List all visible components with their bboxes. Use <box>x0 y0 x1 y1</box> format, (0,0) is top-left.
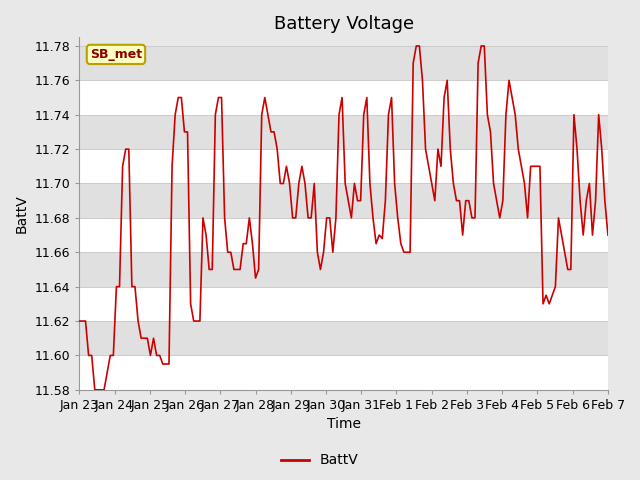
Bar <box>79 183 608 218</box>
Text: SB_met: SB_met <box>90 48 142 61</box>
Y-axis label: BattV: BattV <box>15 194 29 233</box>
Title: Battery Voltage: Battery Voltage <box>273 15 413 33</box>
Bar <box>79 218 608 252</box>
X-axis label: Time: Time <box>326 418 360 432</box>
Legend: BattV: BattV <box>276 448 364 473</box>
Bar <box>79 46 608 80</box>
Bar <box>79 321 608 355</box>
Bar <box>79 149 608 183</box>
Bar <box>79 355 608 390</box>
Bar <box>79 252 608 287</box>
Bar <box>79 80 608 115</box>
Bar <box>79 287 608 321</box>
Bar <box>79 115 608 149</box>
